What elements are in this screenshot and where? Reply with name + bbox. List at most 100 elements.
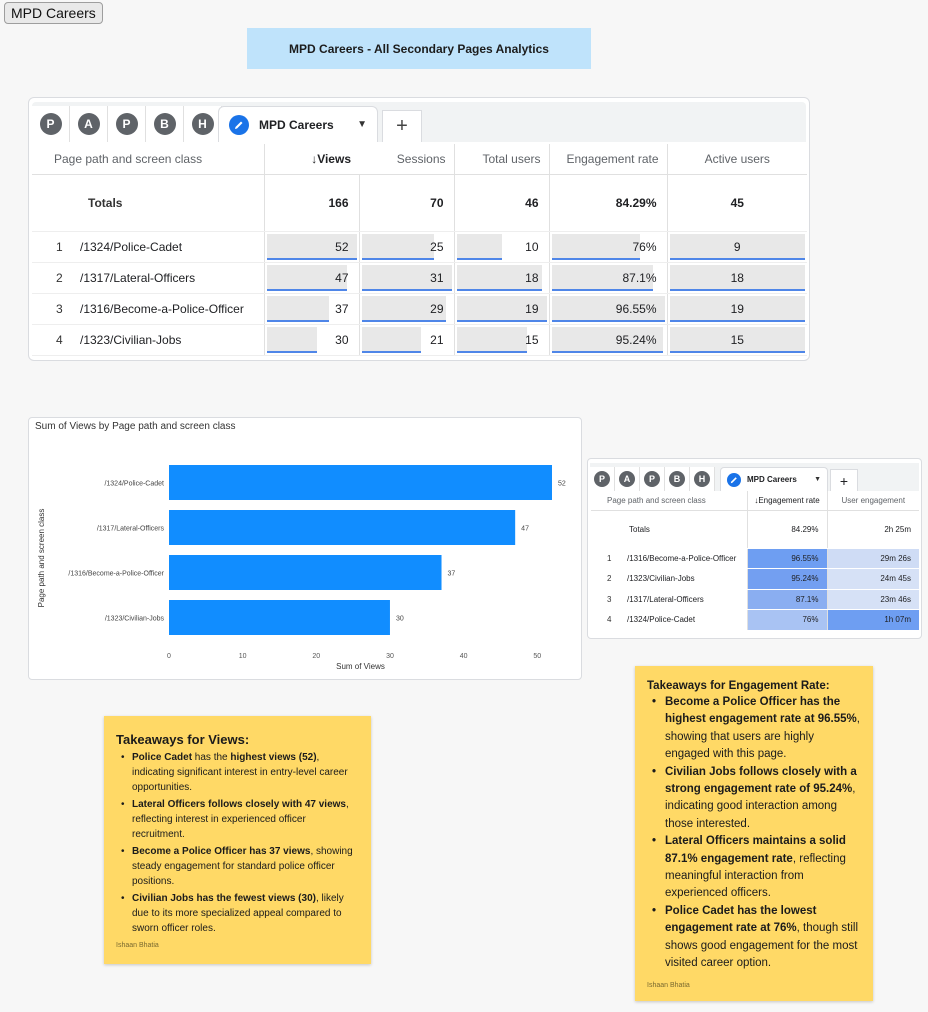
dashboard-banner: MPD Careers - All Secondary Pages Analyt…	[247, 28, 591, 69]
table-row[interactable]: 4/1323/Civilian-Jobs 30 21 15 95.24% 15	[32, 324, 807, 356]
segment-tab-3[interactable]: B	[146, 106, 184, 142]
category-label: /1324/Police-Cadet	[104, 481, 164, 488]
cell-total-users: 19	[453, 293, 549, 325]
note-item-text: , indicating significant interest in ent…	[132, 752, 348, 793]
cell-bar	[551, 264, 653, 291]
cell-value: 29	[430, 301, 444, 316]
add-tab-button[interactable]: +	[382, 110, 422, 142]
segment-tab-2[interactable]: P	[640, 467, 665, 491]
table-row[interactable]: 2/1323/Civilian-Jobs 95.24% 24m 45s	[591, 568, 919, 590]
table-row[interactable]: 1/1324/Police-Cadet 52 25 10 76% 9	[32, 231, 807, 263]
row-page-path[interactable]: /1324/Police-Cadet	[627, 609, 747, 631]
data-label: 52	[558, 481, 566, 488]
segment-tab-0[interactable]: P	[32, 106, 70, 142]
cell-total-users: 15	[453, 324, 549, 356]
row-index: 3	[32, 293, 76, 325]
totals-label: Totals	[591, 510, 747, 549]
category-label: /1323/Civilian-Jobs	[105, 616, 165, 623]
cell-value: 95.24%	[615, 332, 657, 347]
segment-tab-1[interactable]: A	[70, 106, 108, 142]
note-item-text: , reflecting meaningful interaction from…	[665, 852, 846, 900]
cell-bar	[456, 326, 527, 353]
header-views[interactable]: ↓Views	[263, 144, 359, 175]
cell-value: 9	[733, 239, 741, 254]
data-label: 37	[448, 571, 456, 578]
table-row[interactable]: 1/1316/Become-a-Police-Officer 96.55% 29m …	[591, 548, 919, 569]
tab-mpd-careers[interactable]: MPD Careers ▼	[720, 467, 828, 491]
row-page-path[interactable]: /1316/Become-a-Police-Officer	[627, 548, 747, 569]
note-item-text: , indicating good interaction among thos…	[665, 783, 856, 830]
note-item-text: , showing steady engagement for standard…	[132, 846, 353, 887]
tab-label: MPD Careers	[259, 117, 334, 132]
chart-title: Sum of Views by Page path and screen cla…	[35, 421, 236, 432]
segment-avatar: P	[39, 113, 62, 135]
table-row[interactable]: 3/1317/Lateral-Officers 87.1% 23m 46s	[591, 589, 919, 610]
header-user-engagement[interactable]: User engagement	[826, 491, 919, 511]
segment-tab-3[interactable]: B	[665, 467, 690, 491]
note-item: Become a Police Officer has 37 views, sh…	[116, 844, 359, 889]
row-index: 2	[32, 262, 76, 294]
bar[interactable]	[169, 600, 390, 635]
segment-avatar: H	[694, 471, 710, 487]
segment-tab-4[interactable]: H	[690, 467, 715, 491]
engagement-table-card: P A P B H MPD Careers ▼ + Page path and …	[587, 458, 922, 639]
add-tab-button[interactable]: +	[830, 469, 858, 491]
totals-active-users: 45	[666, 174, 807, 232]
segment-avatar: P	[115, 113, 138, 135]
note-signature: Ishaan Bhatia	[647, 982, 690, 989]
row-page-path[interactable]: /1323/Civilian-Jobs	[627, 568, 747, 590]
note-item-bold: Police Cadet	[132, 752, 193, 763]
cell-value: 19	[730, 301, 744, 316]
table-row[interactable]: 4/1324/Police-Cadet 76% 1h 07m	[591, 609, 919, 631]
x-tick-label: 0	[167, 653, 171, 660]
cell-views: 37	[263, 293, 359, 325]
x-tick-label: 30	[386, 653, 394, 660]
note-item-bold: Become a Police Officer has 37 views	[132, 846, 311, 857]
note-item: Police Cadet has the highest views (52),…	[116, 750, 359, 795]
note-title: Takeaways for Views:	[116, 732, 250, 747]
cell-sessions: 29	[358, 293, 454, 325]
row-page-path[interactable]: /1324/Police-Cadet	[76, 231, 264, 263]
header-active-users[interactable]: Active users	[666, 144, 807, 175]
row-page-path[interactable]: /1317/Lateral-Officers	[76, 262, 264, 294]
cell-bar	[266, 233, 357, 260]
table-row[interactable]: 2/1317/Lateral-Officers 47 31 18 87.1% 18	[32, 262, 807, 294]
data-label: 30	[396, 616, 404, 623]
segment-tab-4[interactable]: H	[184, 106, 222, 142]
cell-value: 52	[335, 239, 349, 254]
cell-bar	[266, 295, 330, 322]
segment-tab-2[interactable]: P	[108, 106, 146, 142]
note-item-text: , though still shows good engagement for…	[665, 922, 859, 970]
cell-total-users: 18	[453, 262, 549, 294]
caret-down-icon[interactable]: ▼	[814, 476, 821, 483]
cell-bar	[551, 326, 664, 353]
note-item-bold: Police Cadet has the lowest engagement r…	[665, 904, 817, 935]
header-sessions[interactable]: Sessions	[359, 144, 454, 175]
tab-mpd-careers[interactable]: MPD Careers ▼	[218, 106, 378, 142]
row-page-path[interactable]: /1323/Civilian-Jobs	[76, 324, 264, 356]
header-total-users[interactable]: Total users	[453, 144, 549, 175]
totals-engagement-rate: 84.29%	[746, 510, 827, 549]
table-row[interactable]: 3/1316/Become-a-Police-Officer 37 29 19 96.5…	[32, 293, 807, 325]
header-dimension[interactable]: Page path and screen class	[591, 491, 747, 511]
page-title-chip[interactable]: MPD Careers	[4, 2, 103, 24]
cell-value: 18	[525, 270, 539, 285]
segment-tab-1[interactable]: A	[615, 467, 640, 491]
segment-tab-0[interactable]: P	[590, 467, 615, 491]
bar[interactable]	[169, 510, 516, 545]
cell-views: 30	[263, 324, 359, 356]
row-index: 1	[32, 231, 76, 263]
cell-value: 10	[525, 239, 539, 254]
cell-engagement-rate: 76%	[746, 609, 827, 631]
row-page-path[interactable]: /1317/Lateral-Officers	[627, 589, 747, 610]
cell-engagement-rate: 95.24%	[746, 568, 827, 590]
row-page-path[interactable]: /1316/Become-a-Police-Officer	[76, 293, 264, 325]
cell-engagement-rate: 96.55%	[746, 548, 827, 569]
header-engagement-rate[interactable]: Engagement rate	[548, 144, 667, 175]
bar[interactable]	[169, 555, 442, 590]
header-dimension[interactable]: Page path and screen class	[32, 144, 264, 175]
note-item-text: has the	[192, 752, 231, 763]
caret-down-icon[interactable]: ▼	[357, 119, 367, 130]
header-engagement-rate[interactable]: ↓Engagement rate	[746, 491, 827, 511]
bar[interactable]	[169, 465, 552, 500]
